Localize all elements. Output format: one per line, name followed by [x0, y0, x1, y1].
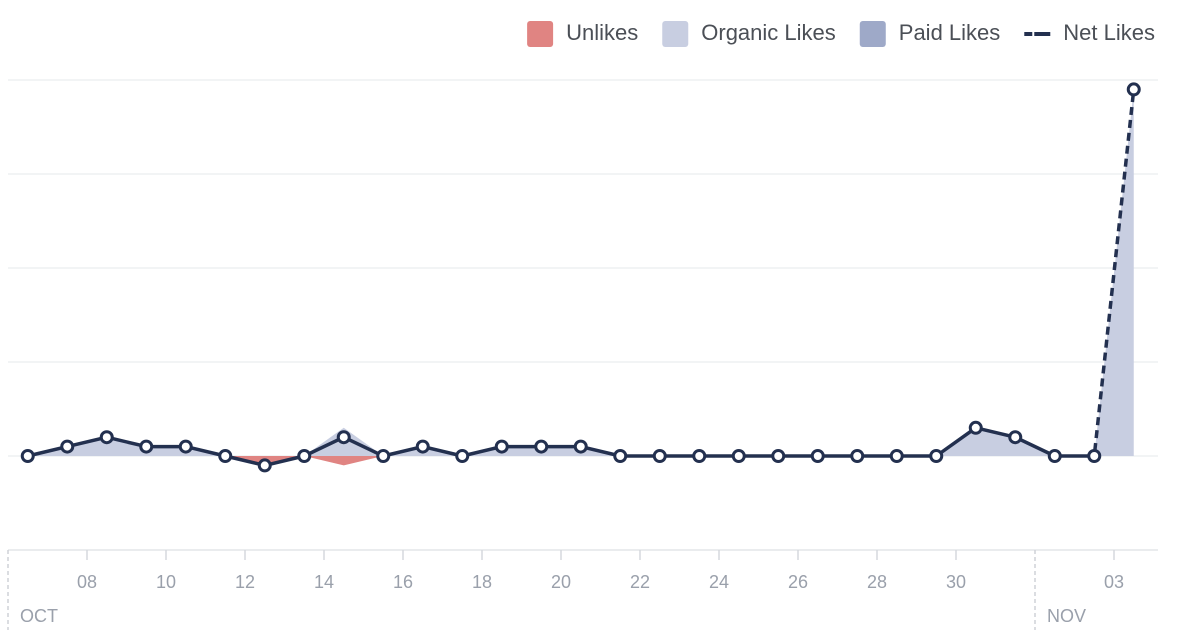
point [652, 449, 667, 463]
x-tick-label: 14 [314, 572, 334, 592]
legend-label: Organic Likes [701, 20, 836, 45]
point [297, 449, 312, 463]
point [1047, 449, 1062, 463]
point [889, 449, 904, 463]
x-tick-label: 24 [709, 572, 729, 592]
line [27, 89, 1136, 468]
x-tick-label: 22 [630, 572, 650, 592]
point [929, 449, 944, 463]
x-tick-label: 08 [77, 572, 97, 592]
area [27, 89, 1134, 457]
month-label: OCT [20, 606, 58, 626]
lines [20, 82, 1141, 473]
month-label: NOV [1047, 606, 1086, 626]
legend-swatch [859, 21, 886, 47]
point [731, 449, 746, 463]
point [534, 439, 549, 454]
grid [8, 79, 1158, 551]
point [60, 439, 75, 454]
point [613, 449, 628, 463]
x-tick-label: 28 [867, 572, 887, 592]
point [99, 430, 114, 445]
point [810, 449, 825, 463]
point [455, 449, 470, 463]
legend-swatch [662, 21, 689, 47]
x-tick-label: 20 [551, 572, 571, 592]
x-axis: 08 10 12 14 16 18 20 22 24 26 28 30 03 OCT NOV [7, 550, 1124, 630]
x-tick-label: 12 [235, 572, 255, 592]
x-tick-label: 10 [156, 572, 176, 592]
x-tick-label: 18 [472, 572, 492, 592]
point [850, 449, 865, 463]
legend: Net Likes Paid Likes Organic Likes Unlikes [527, 20, 1155, 47]
point [257, 458, 272, 473]
x-tick-label: 03 [1104, 572, 1124, 592]
x-tick-label: 30 [946, 572, 966, 592]
point [1087, 449, 1102, 463]
point [692, 449, 707, 463]
point [1008, 430, 1023, 445]
x-tick-label: 26 [788, 572, 808, 592]
x-tick-label: 16 [393, 572, 413, 592]
point [968, 420, 983, 435]
point [415, 439, 430, 454]
point [139, 439, 154, 454]
point [376, 449, 391, 463]
point [218, 449, 233, 463]
point [771, 449, 786, 463]
point [336, 430, 351, 445]
point [494, 439, 509, 454]
areas [27, 89, 1134, 466]
point [20, 449, 35, 463]
point [573, 439, 588, 454]
legend-swatch [527, 21, 554, 47]
point [178, 439, 193, 454]
point [1126, 82, 1141, 97]
legend-label: Paid Likes [899, 20, 1001, 45]
legend-label: Unlikes [566, 20, 638, 45]
area [27, 456, 1134, 466]
legend-label: Net Likes [1063, 20, 1155, 45]
area [27, 89, 1134, 457]
